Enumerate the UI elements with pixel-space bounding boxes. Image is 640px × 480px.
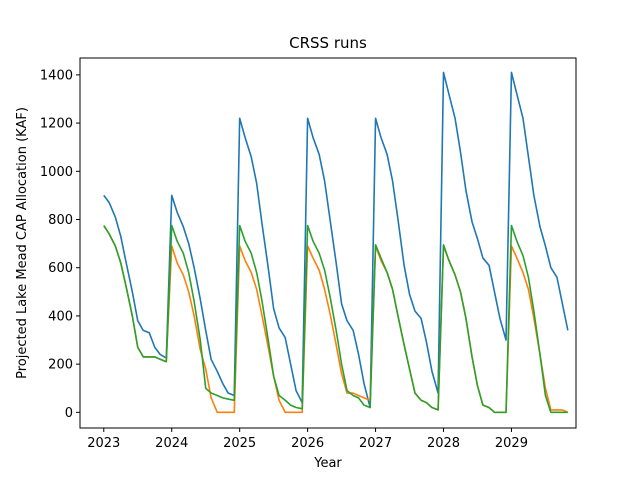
y-axis-label: Projected Lake Mead CAP Allocation (KAF)	[15, 107, 30, 379]
x-axis-label: Year	[313, 456, 342, 471]
chart-title: CRSS runs	[289, 34, 367, 52]
x-tick-label: 2024	[155, 436, 188, 451]
y-tick-label: 400	[48, 309, 73, 324]
y-tick-label: 800	[48, 213, 73, 228]
x-tick-label: 2027	[359, 436, 392, 451]
y-tick-label: 600	[48, 261, 73, 276]
y-tick-label: 0	[65, 406, 73, 421]
y-tick-label: 1400	[40, 68, 73, 83]
x-axis: 2023 2024 2025 2026 2027 2028 2029	[87, 428, 528, 451]
x-tick-label: 2028	[427, 436, 460, 451]
series-line-3	[103, 224, 568, 414]
plot-frame	[79, 57, 577, 429]
y-axis: 0 200 400 600 800 1000 1200 1400	[40, 68, 80, 421]
series-line-1	[103, 71, 569, 409]
x-tick-label: 2025	[223, 436, 256, 451]
y-tick-label: 1200	[40, 117, 73, 132]
plot-lines	[103, 71, 569, 414]
y-tick-label: 1000	[40, 165, 73, 180]
x-tick-label: 2029	[495, 436, 528, 451]
x-tick-label: 2026	[291, 436, 324, 451]
x-tick-label: 2023	[87, 436, 120, 451]
y-tick-label: 200	[48, 358, 73, 373]
